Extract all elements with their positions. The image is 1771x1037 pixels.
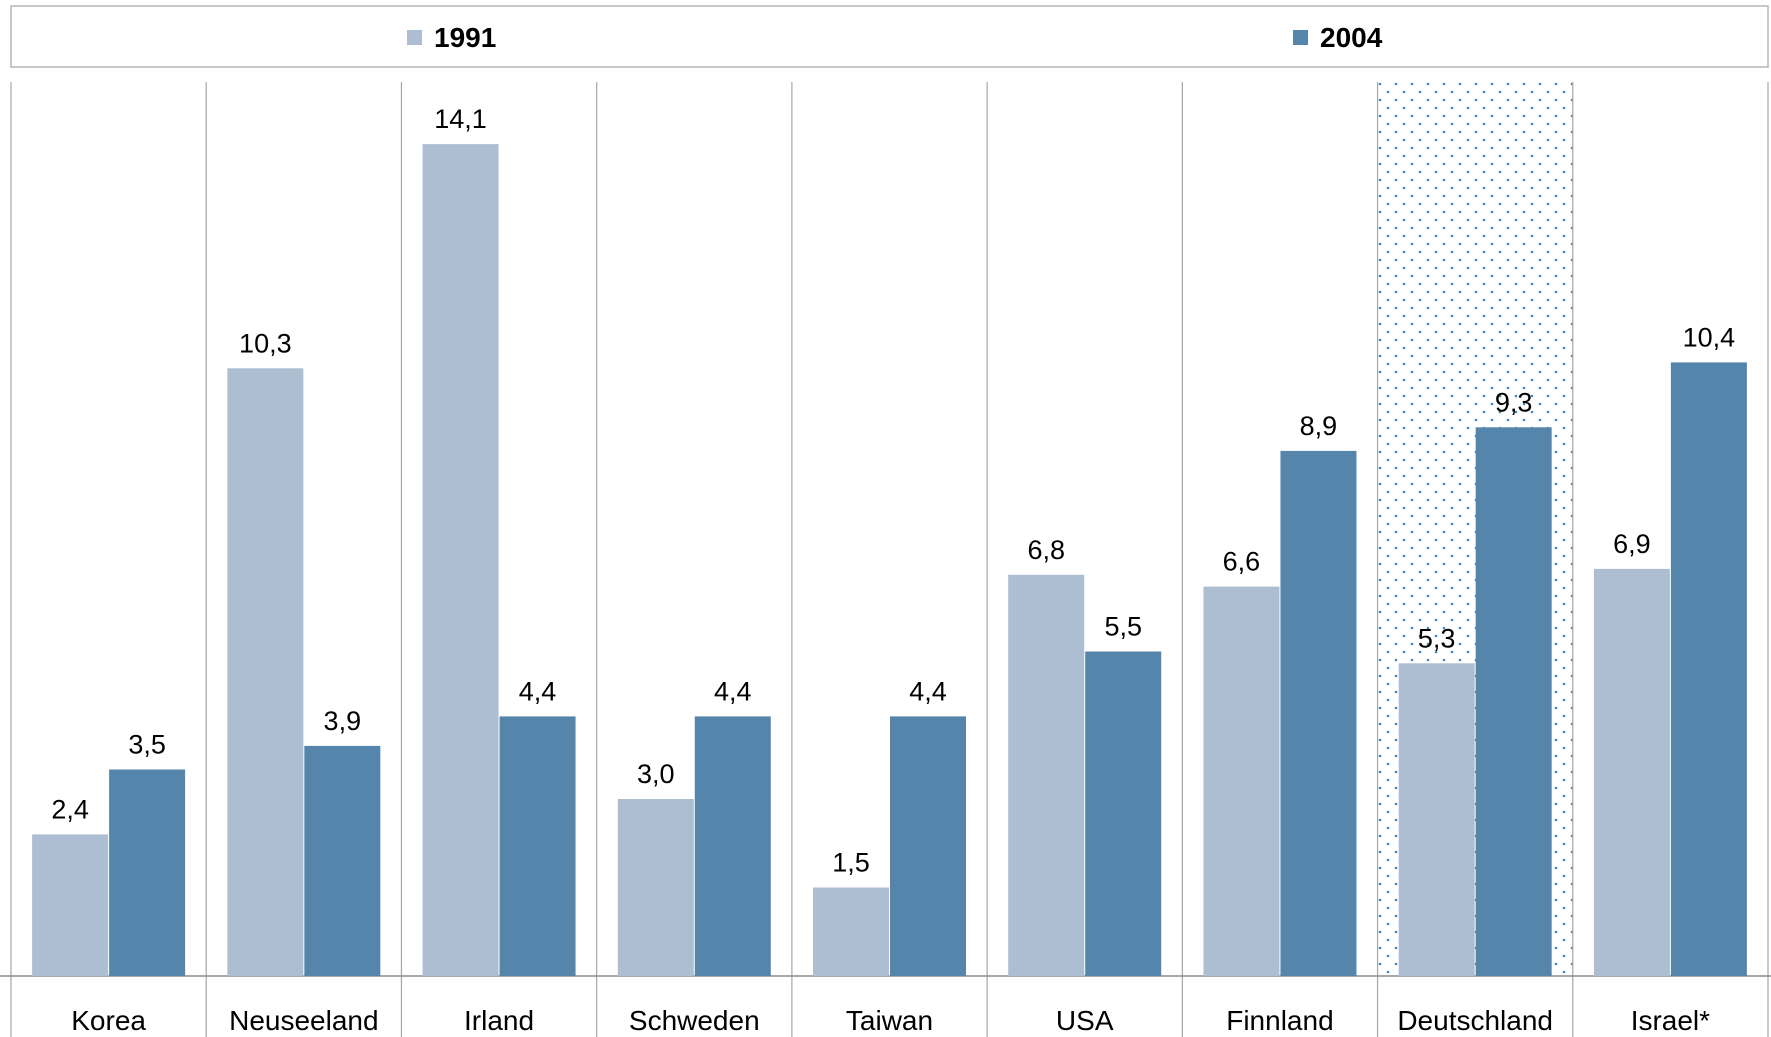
data-label-1991: 3,0 (637, 759, 675, 789)
bar-2004 (1475, 427, 1552, 976)
bar-2004 (499, 716, 576, 976)
bar-1991 (422, 144, 499, 977)
data-label-2004: 4,4 (714, 676, 752, 706)
bar-1991 (617, 799, 694, 976)
data-label-2004: 4,4 (519, 676, 557, 706)
plot-area: 2,4 3,5 Korea 10,3 3,9 Neuseeland 14,1 4,4 Irlan… (0, 82, 1771, 1037)
bar-1991 (227, 368, 304, 976)
data-label-2004: 9,3 (1495, 387, 1533, 417)
data-label-1991: 14,1 (434, 104, 487, 134)
bar-2004 (890, 716, 966, 976)
bar-2004 (1280, 450, 1357, 976)
data-label-2004: 4,4 (909, 676, 947, 706)
data-label-2004: 3,9 (324, 706, 362, 736)
bar-2004 (109, 769, 186, 976)
category-label: Schweden (629, 1005, 760, 1036)
legend-swatch-2004 (1293, 30, 1308, 45)
data-label-1991: 6,9 (1613, 529, 1651, 559)
bar-1991 (1008, 574, 1085, 976)
category-label: Irland (464, 1005, 534, 1036)
data-label-1991: 1,5 (832, 848, 870, 878)
bar-2004 (1085, 651, 1162, 976)
data-label-2004: 8,9 (1300, 411, 1338, 441)
category-label: Finnland (1226, 1005, 1333, 1036)
bar-1991 (1398, 663, 1475, 976)
category-label: Israel* (1631, 1005, 1710, 1036)
legend-swatch-1991 (407, 30, 422, 45)
data-label-1991: 6,8 (1027, 535, 1065, 565)
data-label-1991: 10,3 (239, 328, 292, 358)
data-label-1991: 5,3 (1418, 623, 1456, 653)
bar-2004 (1670, 362, 1747, 976)
bar-1991 (1203, 586, 1280, 976)
data-label-2004: 3,5 (128, 730, 166, 760)
bar-1991 (1593, 568, 1670, 976)
legend-label-2004: 2004 (1320, 22, 1383, 53)
legend-label-1991: 1991 (434, 22, 496, 53)
legend: 1991 2004 (10, 5, 1769, 68)
data-label-2004: 5,5 (1104, 612, 1142, 642)
category-label: Korea (71, 1005, 146, 1036)
category-label: Neuseeland (229, 1005, 378, 1036)
data-label-1991: 2,4 (51, 794, 89, 824)
category-label: Deutschland (1397, 1005, 1553, 1036)
bar-1991 (813, 887, 889, 976)
category-label: USA (1056, 1005, 1114, 1036)
data-label-2004: 10,4 (1683, 322, 1736, 352)
bar-2004 (694, 716, 771, 976)
bar-1991 (32, 834, 109, 976)
legend-box (10, 5, 1769, 68)
data-label-1991: 6,6 (1223, 547, 1261, 577)
bar-2004 (304, 745, 381, 976)
category-label: Taiwan (846, 1005, 933, 1036)
